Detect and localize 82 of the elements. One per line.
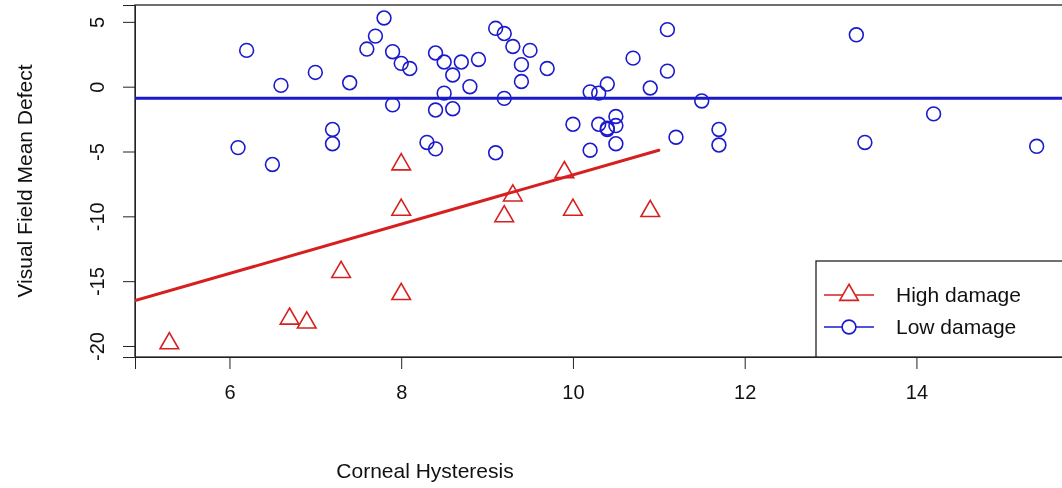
point: [608, 136, 624, 152]
point: [384, 43, 401, 60]
point: [427, 102, 444, 118]
point: [625, 50, 641, 66]
point: [384, 97, 401, 113]
point: [513, 56, 530, 73]
x-axis-title: Corneal Hysteresis: [336, 459, 514, 482]
point: [925, 106, 942, 122]
point: [513, 73, 530, 90]
point: [857, 134, 873, 151]
point: [376, 10, 392, 26]
point: [599, 76, 615, 92]
point: [324, 136, 341, 152]
point: [436, 54, 452, 70]
y-tick-label: -10: [86, 202, 108, 232]
point: [393, 55, 409, 72]
legend-label: Low damage: [896, 315, 1017, 339]
point: [436, 85, 452, 101]
point: [608, 117, 624, 134]
y-tick-label: 0: [86, 81, 108, 93]
point: [659, 63, 676, 79]
point: [470, 51, 487, 68]
point: [591, 116, 607, 132]
point: [264, 156, 281, 173]
point: [496, 90, 512, 107]
point: [522, 42, 538, 59]
x-tick-label: 12: [734, 381, 757, 404]
y-tick-label: 5: [86, 16, 108, 28]
x-tick-label: 10: [562, 381, 585, 404]
x-tick-label: 8: [396, 381, 408, 404]
point: [445, 67, 461, 83]
point: [582, 142, 598, 158]
legend-label: High damage: [896, 283, 1021, 307]
point: [238, 42, 255, 59]
point: [330, 260, 352, 279]
point: [159, 331, 180, 350]
point: [711, 137, 727, 153]
point: [324, 121, 341, 138]
y-tick-label: -20: [86, 332, 108, 361]
point: [642, 80, 658, 96]
point: [711, 121, 727, 138]
point: [487, 20, 504, 37]
point: [341, 75, 358, 91]
point: [502, 184, 523, 202]
y-tick-label: -15: [86, 267, 108, 297]
point: [562, 198, 584, 217]
y-tick-label: -5: [86, 143, 108, 161]
point: [367, 28, 384, 44]
point: [402, 60, 418, 77]
point: [391, 198, 412, 217]
point: [359, 41, 375, 57]
point: [554, 160, 575, 179]
point: [427, 141, 444, 157]
point: [307, 64, 324, 81]
point: [582, 84, 598, 100]
point: [487, 145, 504, 161]
x-tick-label: 14: [905, 381, 929, 404]
point: [427, 45, 444, 61]
point: [505, 38, 521, 55]
point: [694, 93, 710, 109]
point: [445, 101, 461, 117]
point: [496, 25, 512, 42]
point: [1028, 138, 1045, 155]
point: [668, 129, 684, 145]
point: [453, 54, 470, 70]
point: [539, 60, 555, 77]
x-tick-label: 6: [224, 381, 236, 404]
point: [279, 307, 300, 325]
point: [591, 85, 607, 101]
point: [608, 108, 624, 125]
point: [273, 77, 289, 94]
point: [462, 78, 478, 95]
point: [419, 134, 435, 151]
point: [848, 27, 865, 43]
point: [296, 311, 317, 329]
point: [640, 199, 661, 218]
point: [230, 139, 246, 156]
point: [659, 21, 676, 38]
point: [565, 116, 581, 132]
point: [494, 204, 515, 223]
y-axis-title: Visual Field Mean Defect: [13, 64, 36, 298]
point: [391, 282, 412, 301]
